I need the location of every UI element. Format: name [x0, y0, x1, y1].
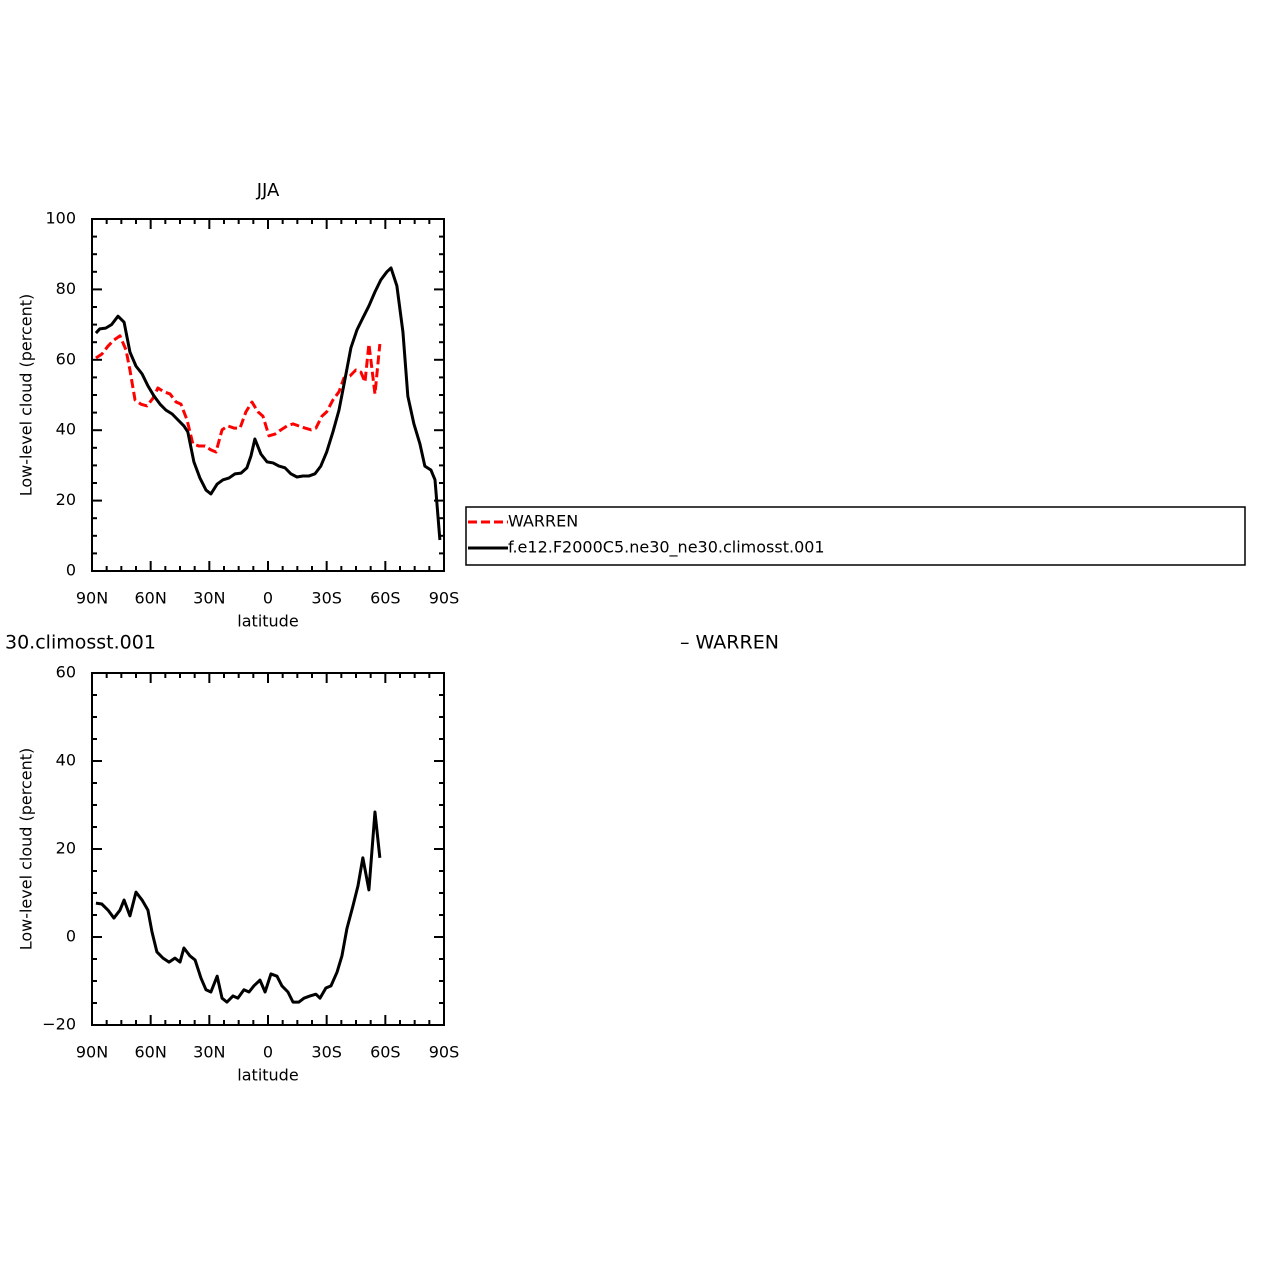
- annotation: 30.climosst.001: [5, 632, 156, 654]
- y-tick-label: 20: [56, 490, 76, 509]
- x-tick-label: 60S: [370, 1043, 401, 1062]
- y-tick-label: 60: [56, 349, 76, 368]
- x-tick-label: 90N: [76, 589, 108, 608]
- x-tick-label: 30S: [311, 1043, 342, 1062]
- y-tick-label: 60: [56, 663, 76, 682]
- series-line: [94, 266, 442, 541]
- y-tick-label: 40: [56, 420, 76, 439]
- x-tick-label: 60S: [370, 589, 401, 608]
- x-tick-label: 60N: [135, 589, 167, 608]
- x-tick-label: 90S: [429, 1043, 460, 1062]
- x-tick-label: 30N: [193, 589, 225, 608]
- x-tick-label: 0: [263, 589, 273, 608]
- legend-label: WARREN: [508, 512, 578, 531]
- x-tick-label: 30N: [193, 1043, 225, 1062]
- x-tick-label: 90S: [429, 589, 460, 608]
- plot-frame: [91, 218, 445, 572]
- y-tick-label: 20: [56, 839, 76, 858]
- y-tick-label: 80: [56, 279, 76, 298]
- y-tick-label: 0: [66, 561, 76, 580]
- y-tick-label: 0: [66, 927, 76, 946]
- y-axis-label: Low-level cloud (percent): [17, 748, 36, 951]
- x-tick-label: 0: [263, 1043, 273, 1062]
- x-axis-label: latitude: [237, 1066, 298, 1085]
- x-tick-label: 60N: [135, 1043, 167, 1062]
- x-axis-label: latitude: [237, 612, 298, 631]
- y-tick-label: 100: [45, 209, 76, 228]
- x-tick-label: 90N: [76, 1043, 108, 1062]
- chart-title: JJA: [256, 180, 280, 201]
- y-tick-label: 40: [56, 751, 76, 770]
- series-line: [95, 334, 382, 454]
- legend-label: f.e12.F2000C5.ne30_ne30.climosst.001: [508, 538, 825, 558]
- y-axis-label: Low-level cloud (percent): [17, 294, 36, 497]
- x-tick-label: 30S: [311, 589, 342, 608]
- plot-frame: [91, 672, 445, 1026]
- series-line: [95, 810, 382, 1004]
- annotation: – WARREN: [680, 632, 779, 654]
- legend-box: [465, 506, 1246, 566]
- y-tick-label: −20: [42, 1015, 76, 1034]
